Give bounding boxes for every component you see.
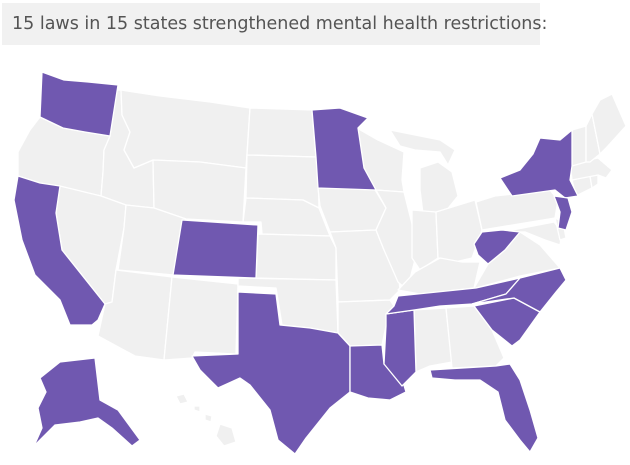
state-new-mexico — [163, 276, 239, 361]
highlighted-states — [13, 71, 579, 455]
state-west-virginia — [473, 229, 521, 265]
state-maryland — [501, 221, 563, 246]
state-alaska — [33, 357, 141, 447]
state-vermont — [571, 125, 587, 167]
state-north-carolina — [471, 267, 567, 313]
base-states — [17, 89, 627, 447]
state-kansas — [255, 233, 337, 281]
state-ohio — [435, 199, 483, 263]
state-tennessee — [385, 277, 521, 315]
state-california — [13, 175, 106, 326]
state-colorado — [172, 219, 259, 279]
state-alabama — [413, 307, 453, 373]
state-louisiana — [349, 344, 407, 401]
state-texas — [191, 291, 351, 455]
state-minnesota — [311, 107, 377, 191]
map-caption: 15 laws in 15 states strengthened mental… — [2, 3, 547, 45]
state-iowa — [317, 187, 387, 233]
state-florida — [429, 363, 539, 453]
state-hawaii — [175, 393, 237, 447]
state-new-hampshire — [585, 113, 601, 163]
state-maine — [591, 93, 627, 155]
state-new-jersey — [553, 195, 573, 231]
state-montana — [120, 89, 251, 169]
state-michigan — [389, 129, 459, 215]
state-new-york — [499, 129, 579, 199]
state-north-dakota — [246, 107, 317, 158]
state-washington — [39, 71, 119, 137]
